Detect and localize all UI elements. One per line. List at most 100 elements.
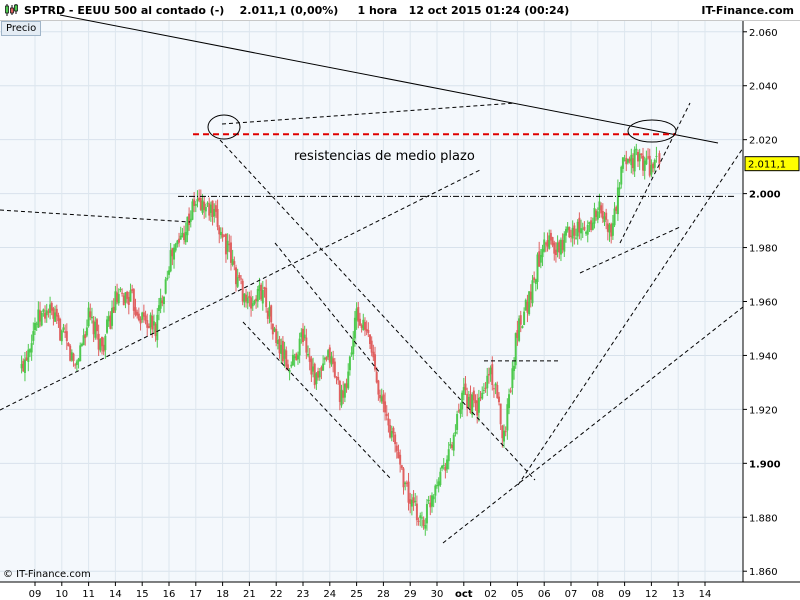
candle-body: [360, 325, 363, 328]
candle: [238, 272, 241, 281]
candle-body: [49, 304, 52, 313]
candle: [129, 283, 132, 302]
series-legend-precio[interactable]: Precio: [1, 21, 42, 36]
candle: [422, 516, 425, 530]
candle: [278, 335, 281, 359]
candle: [427, 495, 430, 505]
x-tick-label: oct: [455, 589, 473, 600]
candle-body: [121, 292, 124, 294]
candle: [37, 301, 40, 329]
candle: [226, 233, 229, 260]
candle: [638, 148, 641, 171]
candle-body: [484, 387, 487, 389]
candle-body: [55, 308, 58, 317]
candle-body: [424, 525, 427, 529]
candle: [285, 346, 288, 371]
candle-body: [280, 344, 283, 355]
x-tick-label: 24: [323, 589, 336, 600]
candle: [224, 233, 227, 263]
candle-body: [328, 347, 331, 363]
candle: [558, 239, 561, 259]
peak-circle-sep18: [207, 114, 241, 140]
candle-body: [600, 205, 603, 214]
candle-body: [23, 359, 26, 373]
candle-body: [503, 430, 505, 442]
candle-body: [290, 364, 293, 367]
candle-body: [494, 383, 497, 386]
candle: [214, 200, 217, 218]
candle: [258, 277, 261, 300]
candle: [69, 344, 72, 362]
candle-body: [305, 337, 308, 353]
candle: [298, 332, 301, 364]
candle: [571, 220, 574, 247]
candle: [253, 299, 256, 306]
candle: [360, 323, 363, 333]
candle-body: [566, 226, 569, 231]
y-tick-label: 2.000: [749, 190, 781, 201]
candle-body: [489, 367, 492, 375]
candle-body: [333, 361, 336, 378]
candle: [400, 464, 403, 471]
candle: [404, 481, 407, 491]
candle-body: [223, 235, 226, 237]
candle: [640, 153, 643, 159]
candle: [57, 312, 60, 328]
candle: [263, 286, 266, 298]
candle: [168, 266, 170, 279]
candle: [528, 291, 531, 316]
candle: [605, 208, 608, 230]
x-tick-label: 08: [591, 589, 604, 600]
candle-body: [109, 315, 112, 329]
candle-body: [469, 393, 472, 414]
candle-body: [635, 148, 638, 151]
candle: [591, 217, 594, 231]
candle: [89, 303, 92, 321]
trend-channel-line: [0, 169, 481, 411]
candle-body: [620, 166, 623, 185]
candle: [64, 324, 67, 338]
candle: [479, 390, 482, 402]
y-tick-label: 1.900: [749, 459, 781, 470]
candle: [80, 342, 83, 347]
candle: [77, 357, 80, 369]
candle-body: [87, 307, 90, 327]
candle: [487, 367, 490, 384]
candle: [157, 298, 160, 321]
candle: [92, 315, 95, 343]
candle: [424, 518, 427, 536]
y-tick-label: 2.040: [749, 82, 778, 93]
candle-body: [194, 203, 197, 206]
candle-body: [28, 349, 31, 353]
candle: [357, 301, 360, 329]
candle: [615, 205, 618, 214]
candle: [655, 146, 658, 163]
candle: [42, 308, 45, 317]
candle: [44, 305, 47, 323]
candle-body: [275, 329, 278, 344]
candle: [372, 344, 375, 362]
candle: [491, 356, 494, 391]
candle: [441, 464, 444, 472]
candle: [59, 317, 62, 342]
trend-channel-line: [0, 209, 191, 223]
candle: [216, 199, 219, 231]
candle-body: [188, 213, 191, 226]
candle: [106, 315, 109, 335]
candle: [161, 295, 164, 307]
candle-body: [375, 371, 378, 383]
candle: [501, 424, 504, 448]
candle-body: [583, 226, 586, 230]
candle-body: [576, 221, 579, 237]
candle: [84, 331, 87, 346]
candle-body: [369, 334, 371, 345]
candle: [412, 490, 415, 511]
candle: [504, 426, 507, 437]
candle-body: [228, 243, 231, 246]
candle: [442, 457, 445, 470]
candle: [206, 201, 209, 208]
chart-title: SPTRD - EEUU 500 al contado (-) 2.011,1 …: [24, 4, 570, 17]
x-tick-label: 25: [350, 589, 363, 600]
candle: [387, 412, 390, 433]
